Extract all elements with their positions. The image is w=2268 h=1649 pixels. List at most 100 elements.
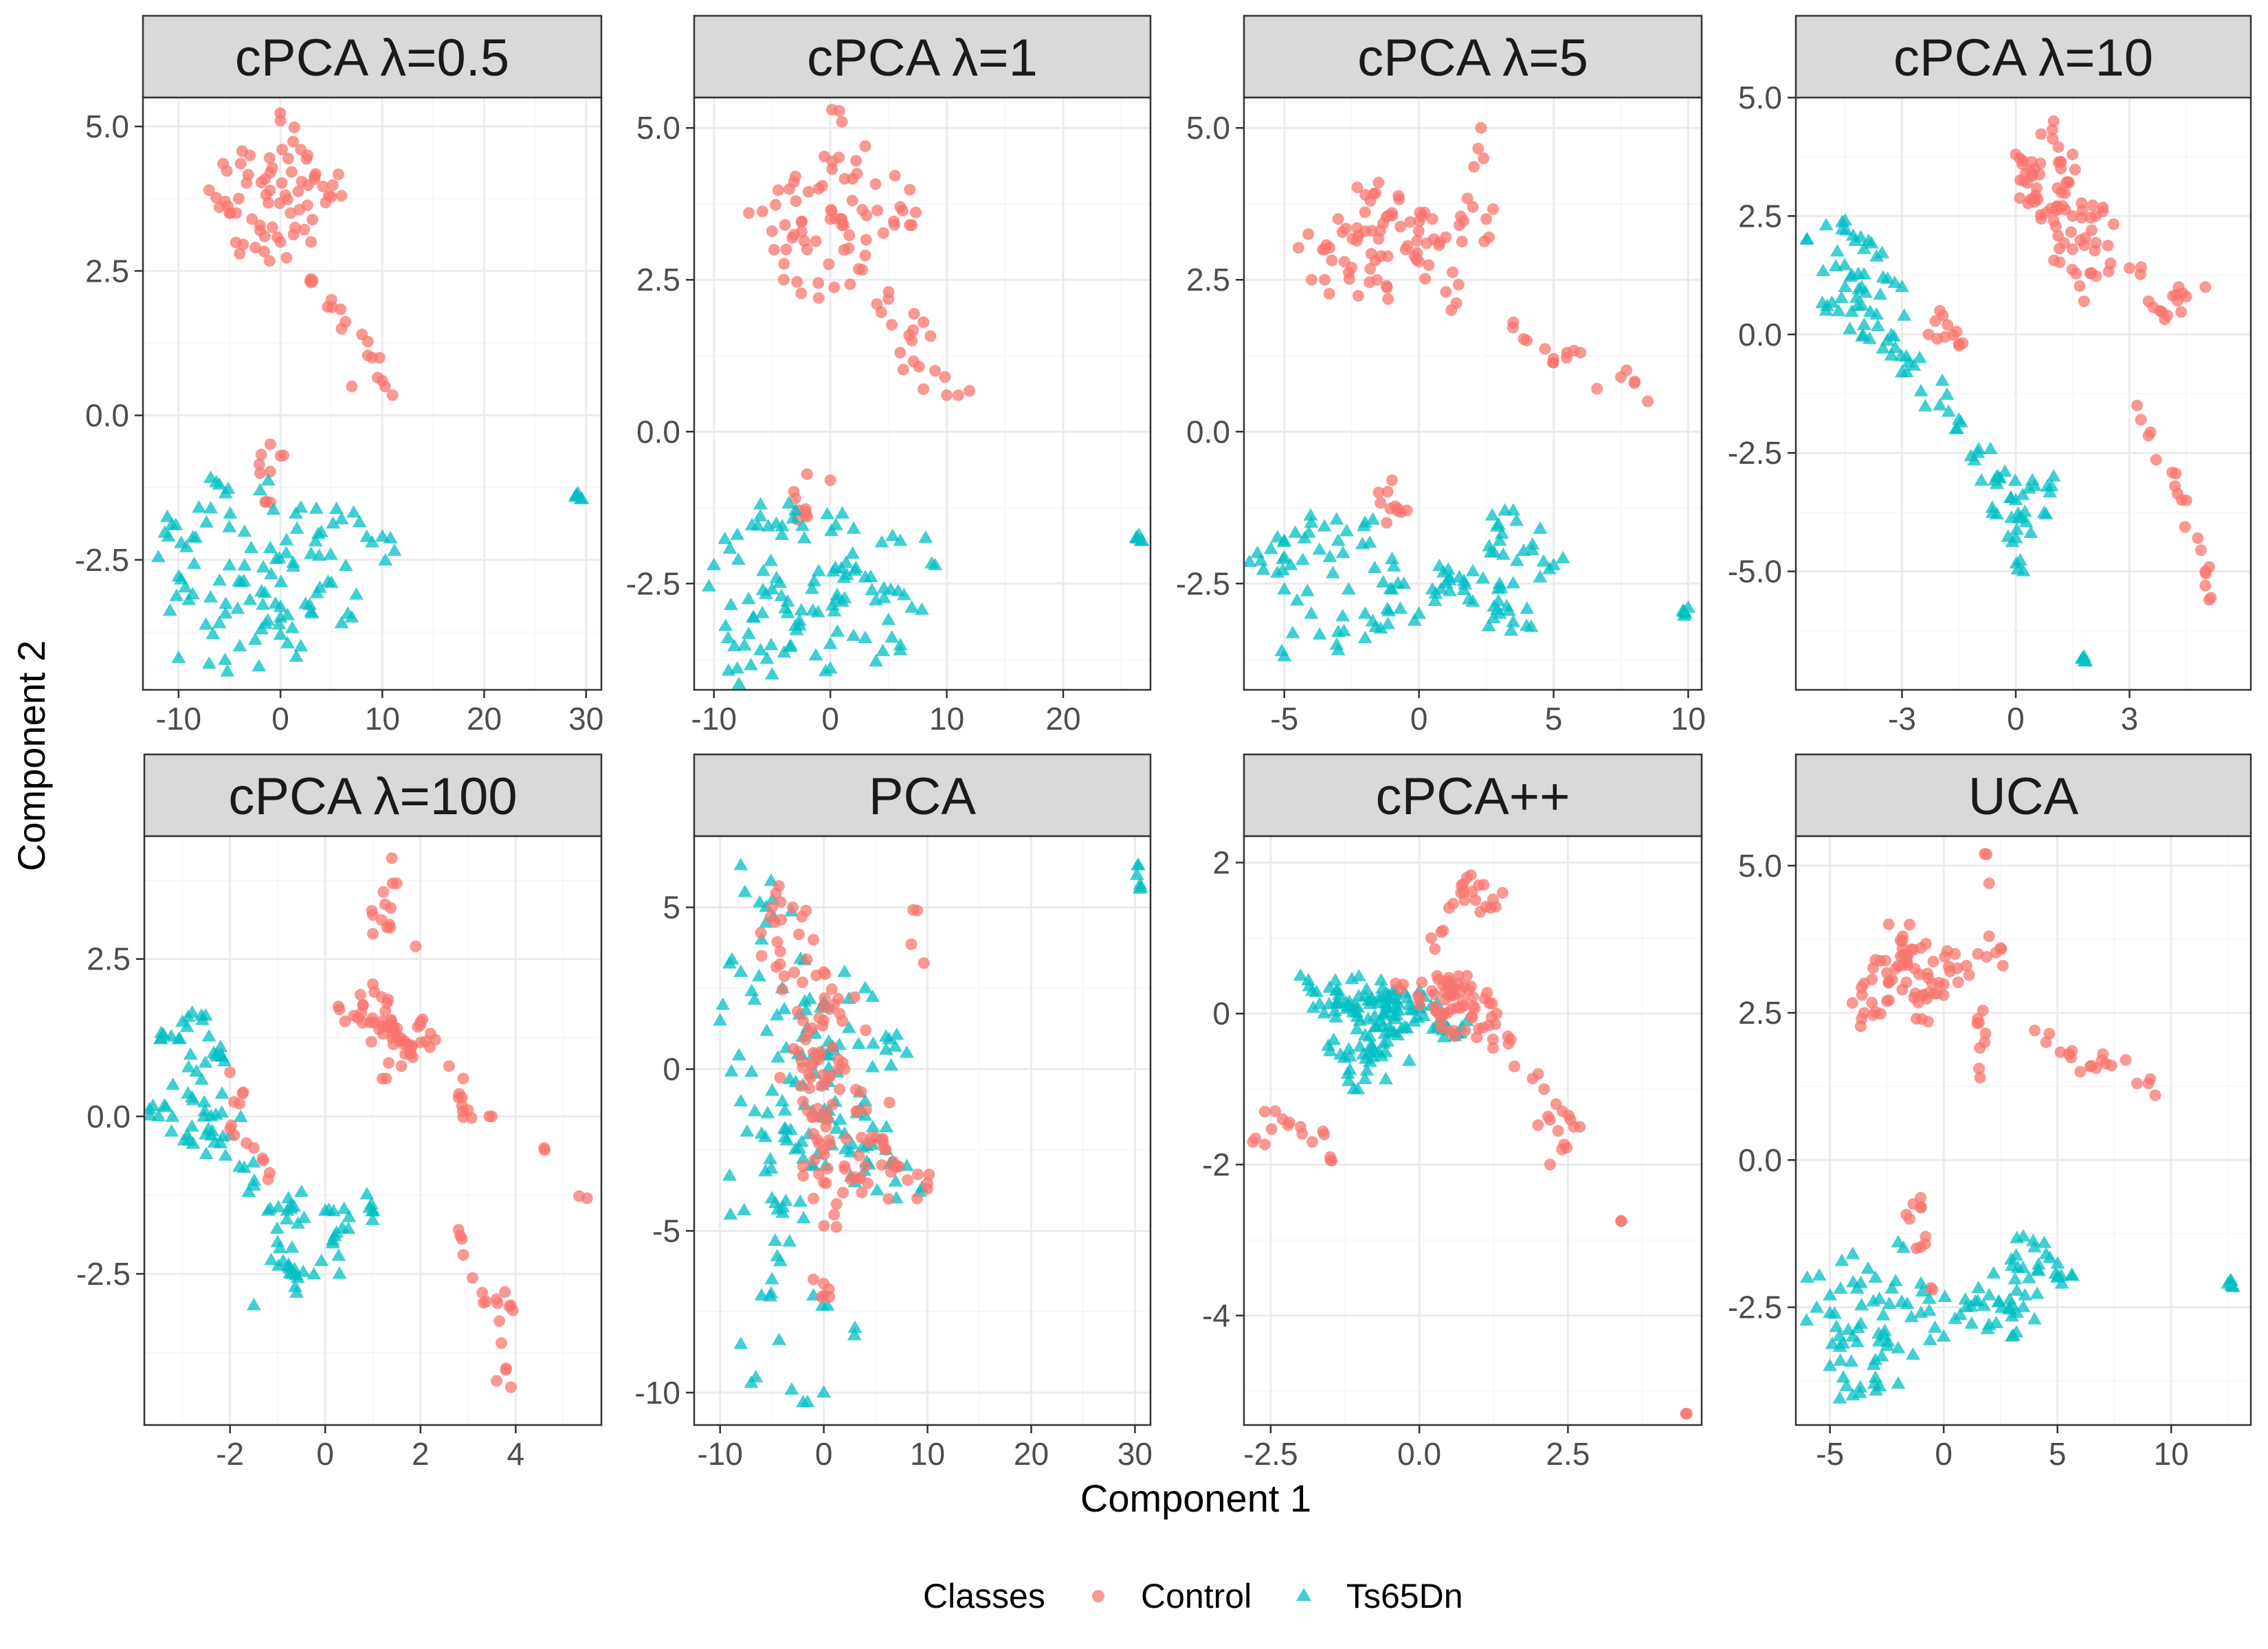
point-control xyxy=(2048,254,2060,267)
point-control xyxy=(801,953,813,965)
point-ts65dn xyxy=(1276,551,1291,564)
point-ts65dn xyxy=(280,636,295,649)
point-ts65dn xyxy=(701,579,716,592)
y-tick-label: 5.0 xyxy=(1738,848,1782,884)
point-ts65dn xyxy=(387,543,402,556)
point-control xyxy=(1621,364,1633,377)
point-ts65dn xyxy=(269,1221,285,1234)
x-tick-label: 3 xyxy=(2121,701,2139,737)
point-ts65dn xyxy=(1407,613,1422,626)
point-ts65dn xyxy=(2050,1256,2065,1269)
point-ts65dn xyxy=(194,1072,209,1085)
point-control xyxy=(1317,243,1329,256)
point-control xyxy=(2199,579,2212,592)
point-control xyxy=(904,183,916,196)
point-ts65dn xyxy=(1494,526,1509,539)
point-control xyxy=(1517,333,1530,345)
x-tick-label: -5 xyxy=(1816,1436,1844,1472)
point-control xyxy=(1629,375,1641,388)
point-ts65dn xyxy=(160,509,175,522)
point-ts65dn xyxy=(1856,267,1871,280)
point-control xyxy=(1937,978,1950,990)
point-ts65dn xyxy=(298,596,313,609)
point-ts65dn xyxy=(285,620,300,633)
point-control xyxy=(923,1168,935,1180)
point-control xyxy=(823,1003,836,1016)
point-control xyxy=(828,281,841,293)
point-ts65dn xyxy=(1357,1071,1372,1084)
point-ts65dn xyxy=(289,521,304,534)
point-ts65dn xyxy=(329,501,344,515)
point-control xyxy=(788,229,800,241)
point-ts65dn xyxy=(241,1184,256,1197)
facet-panel-pca: PCA -10 0 10 20 30 -10 -5 0 5 xyxy=(635,753,1153,1472)
x-tick-label: 20 xyxy=(1045,701,1080,737)
point-control xyxy=(1258,1106,1271,1118)
point-ts65dn xyxy=(186,1092,201,1106)
point-ts65dn xyxy=(169,588,184,601)
point-control xyxy=(2144,1073,2157,1085)
point-ts65dn xyxy=(1935,373,1950,386)
point-control xyxy=(504,1381,517,1393)
point-ts65dn xyxy=(201,656,216,669)
point-control xyxy=(1894,934,1906,947)
point-control xyxy=(797,976,809,989)
point-control xyxy=(1319,273,1331,286)
point-control xyxy=(855,1086,867,1098)
point-control xyxy=(263,197,274,209)
point-ts65dn xyxy=(187,557,201,570)
point-control xyxy=(2074,280,2086,292)
point-control xyxy=(1483,997,1496,1009)
point-ts65dn xyxy=(1953,414,1968,427)
point-control xyxy=(856,1132,868,1144)
point-control xyxy=(772,880,785,892)
point-ts65dn xyxy=(2005,535,2020,548)
point-ts65dn xyxy=(1856,328,1871,341)
point-control xyxy=(499,1286,511,1298)
point-control xyxy=(1302,228,1315,240)
point-control xyxy=(1539,343,1551,355)
point-control xyxy=(1359,206,1371,218)
data-points xyxy=(1244,122,1696,662)
point-control xyxy=(882,293,895,305)
point-ts65dn xyxy=(198,1055,213,1068)
point-ts65dn xyxy=(220,664,235,677)
point-control xyxy=(2166,467,2179,479)
point-control xyxy=(820,1177,832,1189)
point-ts65dn xyxy=(274,574,289,587)
point-ts65dn xyxy=(1917,399,1933,412)
point-control xyxy=(386,389,399,401)
point-control xyxy=(1568,344,1580,357)
point-ts65dn xyxy=(759,915,773,928)
point-ts65dn xyxy=(1834,1253,1849,1266)
point-control xyxy=(322,301,334,313)
point-control xyxy=(357,999,369,1011)
point-control xyxy=(2170,289,2182,301)
point-control xyxy=(1927,956,1939,967)
point-control xyxy=(2034,157,2047,170)
point-control xyxy=(1412,225,1425,237)
point-ts65dn xyxy=(1263,541,1278,554)
point-ts65dn xyxy=(2023,525,2038,538)
point-ts65dn xyxy=(243,592,258,605)
point-control xyxy=(1856,1013,1868,1024)
point-control xyxy=(1435,926,1447,938)
point-control xyxy=(1507,322,1519,334)
point-control xyxy=(1478,879,1490,891)
point-ts65dn xyxy=(1958,1292,1972,1305)
point-control xyxy=(1532,1119,1544,1132)
point-ts65dn xyxy=(1810,1300,1824,1313)
point-control xyxy=(454,1229,467,1242)
facet-panel-cpca-5: cPCA λ=5 -5 0 5 10 -2.5 0.0 2.5 5.0 xyxy=(1176,14,1706,737)
point-control xyxy=(918,316,930,328)
point-ts65dn xyxy=(246,1297,261,1310)
point-control xyxy=(908,308,920,320)
point-control xyxy=(1457,1000,1469,1012)
point-ts65dn xyxy=(1331,533,1346,546)
facet-panel-cpca-1: cPCA λ=1 -10 0 10 20 -2.5 0.0 2.5 5.0 xyxy=(626,14,1152,737)
point-control xyxy=(1412,989,1424,1002)
point-control xyxy=(2016,158,2028,170)
point-ts65dn xyxy=(1300,583,1315,596)
point-control xyxy=(860,1103,872,1116)
point-control xyxy=(1350,235,1363,247)
